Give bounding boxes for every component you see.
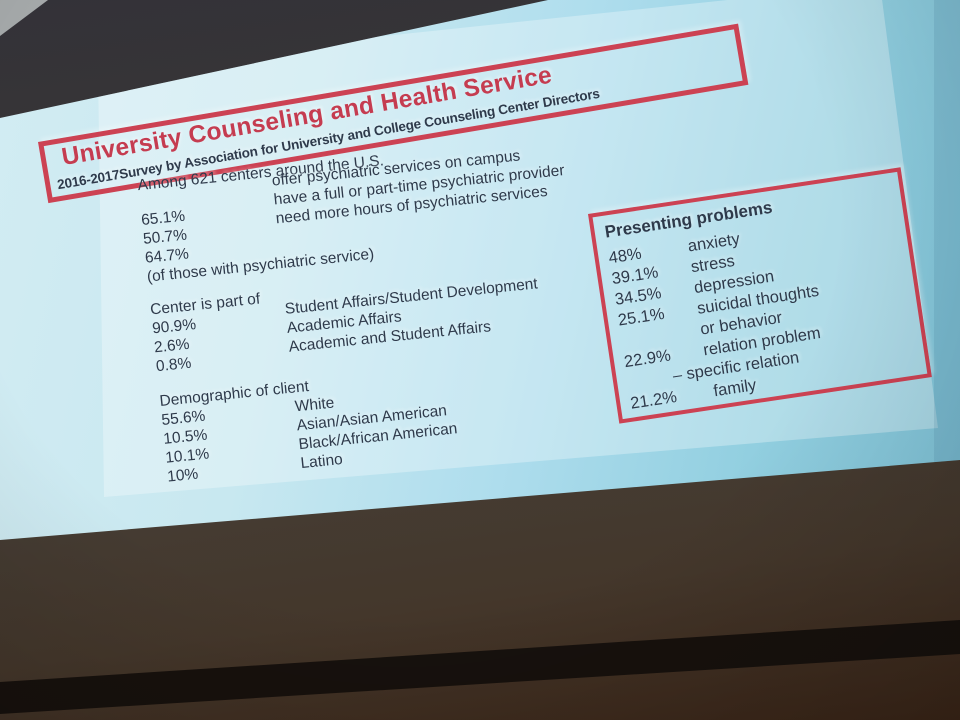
screen-right-shade — [934, 0, 960, 470]
stat-label: Latino — [299, 450, 344, 473]
presenting-problems-box: Presenting problems 48% anxiety 39.1% st… — [588, 167, 932, 424]
wall-corner-sliver — [0, 0, 48, 36]
